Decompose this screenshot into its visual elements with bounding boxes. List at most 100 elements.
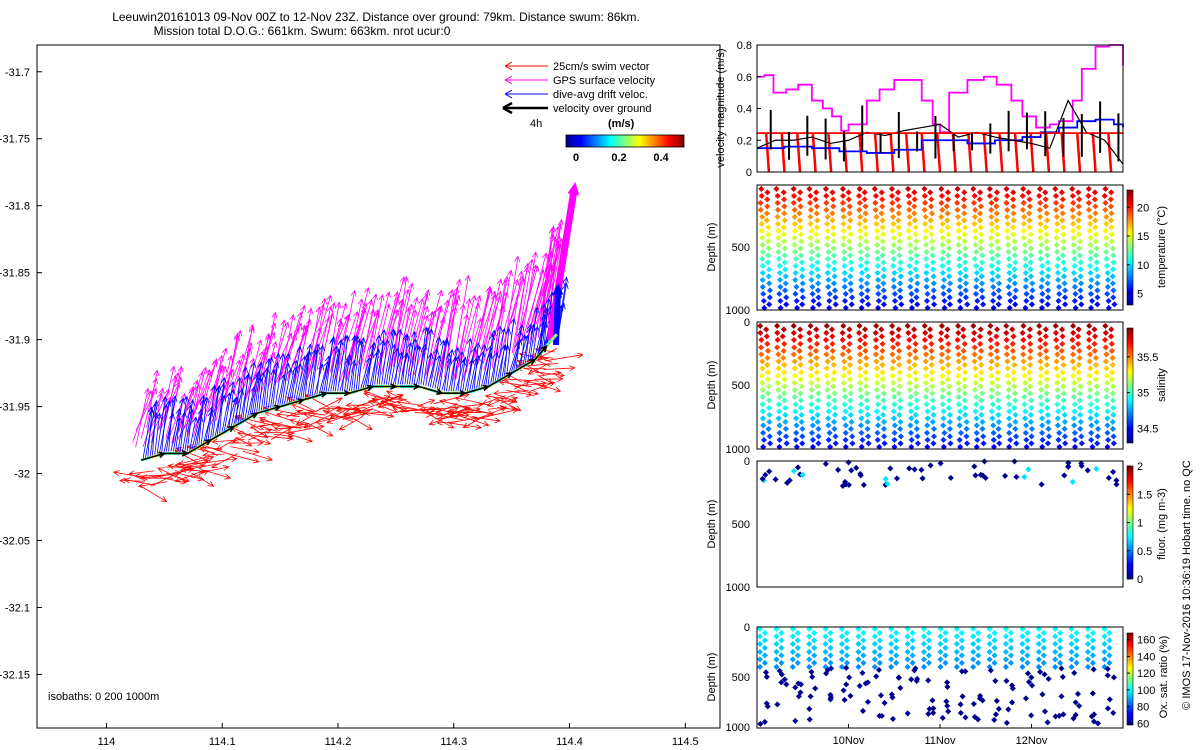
profile-point: ◆ <box>955 335 962 344</box>
profile-point: ◆ <box>783 300 790 309</box>
profile-point: ◆ <box>880 237 887 246</box>
profile-point: ◆ <box>873 335 880 344</box>
oxygen-point: ◆ <box>1024 651 1031 660</box>
profile-point: ◆ <box>908 392 915 401</box>
profile-point: ◆ <box>764 209 771 218</box>
profile-point: ◆ <box>930 417 937 426</box>
profile-point: ◆ <box>843 442 850 451</box>
profile-point: ◆ <box>1092 332 1099 341</box>
oxygen-point: ◆ <box>980 696 987 705</box>
oxygen-point: ◆ <box>844 643 851 652</box>
profile-point: ◆ <box>856 328 863 337</box>
profile-point: ◆ <box>856 321 863 330</box>
profile-point: ◆ <box>848 258 855 267</box>
velocity-ylabel: velocity magnitude (m/s) <box>715 48 727 167</box>
profile-point: ◆ <box>974 421 981 430</box>
profile-point: ◆ <box>1020 205 1027 214</box>
profile-point: ◆ <box>1108 209 1115 218</box>
profile-point: ◆ <box>1045 300 1052 309</box>
profile-point: ◆ <box>891 428 898 437</box>
oxygen-point: ◆ <box>844 651 851 660</box>
profile-point: ◆ <box>1055 385 1062 394</box>
profile-point: ◆ <box>798 230 805 239</box>
profile-point: ◆ <box>1027 389 1034 398</box>
profile-point: ◆ <box>807 212 814 221</box>
profile-point: ◆ <box>988 205 995 214</box>
oxygen-point: ◆ <box>975 658 982 667</box>
profile-point: ◆ <box>1045 265 1052 274</box>
profile-point: ◆ <box>1088 428 1095 437</box>
profile-point: ◆ <box>1036 328 1043 337</box>
profile-point: ◆ <box>824 219 831 228</box>
profile-point: ◆ <box>994 374 1001 383</box>
oxygen-point: ◆ <box>960 691 967 700</box>
ground-vector <box>326 389 352 397</box>
oxygen-point: ◆ <box>762 651 769 660</box>
oxygen-point: ◆ <box>1069 647 1076 656</box>
fluorescence-point: ◆ <box>835 465 842 474</box>
swim-vector <box>174 470 204 483</box>
profile-point: ◆ <box>1028 230 1035 239</box>
oxygen-point: ◆ <box>992 651 999 660</box>
swim-speed-dropout <box>904 133 911 173</box>
profile-point: ◆ <box>995 424 1002 433</box>
oxygen-point: ◆ <box>944 677 951 686</box>
profile-point: ◆ <box>857 357 864 366</box>
profile-point: ◆ <box>831 417 838 426</box>
profile-point: ◆ <box>994 237 1001 246</box>
profile-point: ◆ <box>1056 282 1063 291</box>
profile-point: ◆ <box>875 421 882 430</box>
profile-point: ◆ <box>1092 195 1099 204</box>
oxygen-point: ◆ <box>808 667 815 676</box>
profile-point: ◆ <box>791 349 798 358</box>
fluorescence-point: ◆ <box>1106 473 1113 482</box>
oxygen-point: ◆ <box>889 689 896 698</box>
fluorescence-point: ◆ <box>887 464 894 473</box>
swim-vector <box>363 389 397 404</box>
profile-point: ◆ <box>1055 435 1062 444</box>
map-x-tick-label: 114.5 <box>672 736 699 748</box>
profile-point: ◆ <box>891 240 898 249</box>
oxygen-point: ◆ <box>1101 624 1108 633</box>
profile-point: ◆ <box>923 357 930 366</box>
swim-vector <box>202 451 225 458</box>
swim-vector <box>201 465 230 474</box>
profile-point: ◆ <box>798 367 805 376</box>
profile-point: ◆ <box>830 216 837 225</box>
drift-vector <box>156 395 168 455</box>
profile-point: ◆ <box>840 219 847 228</box>
oxygen-point: ◆ <box>798 679 805 688</box>
swim-vector <box>543 365 576 372</box>
profile-point: ◆ <box>914 396 921 405</box>
profile-point: ◆ <box>879 202 886 211</box>
profile-point: ◆ <box>1061 410 1068 419</box>
map-x-tick-label: 114.4 <box>556 736 583 748</box>
profile-point: ◆ <box>1072 428 1079 437</box>
profile-point: ◆ <box>815 279 822 288</box>
profile-point: ◆ <box>874 226 881 235</box>
profile-point: ◆ <box>832 396 839 405</box>
profile-point: ◆ <box>1003 184 1010 193</box>
profile-point: ◆ <box>974 296 981 305</box>
swim-speed-dropout <box>858 133 864 173</box>
drift-vector <box>558 282 569 333</box>
profile-point: ◆ <box>972 205 979 214</box>
profile-point: ◆ <box>815 374 822 383</box>
map-marks <box>112 182 584 502</box>
profile-point: ◆ <box>995 410 1002 419</box>
drift-vector <box>267 368 277 409</box>
gps-vector <box>411 288 431 365</box>
swim-vector <box>418 406 450 413</box>
profile-point: ◆ <box>913 265 920 274</box>
drift-vector <box>464 346 477 392</box>
profile-point: ◆ <box>792 275 799 284</box>
profile-point: ◆ <box>858 247 865 256</box>
profile-point: ◆ <box>864 286 871 295</box>
profile-point: ◆ <box>1086 328 1093 337</box>
profile-point: ◆ <box>807 349 814 358</box>
oxygen-point: ◆ <box>975 715 982 724</box>
profile-point: ◆ <box>849 417 856 426</box>
profile-point: ◆ <box>843 289 850 298</box>
profile-point: ◆ <box>889 335 896 344</box>
profile-point: ◆ <box>760 414 767 423</box>
